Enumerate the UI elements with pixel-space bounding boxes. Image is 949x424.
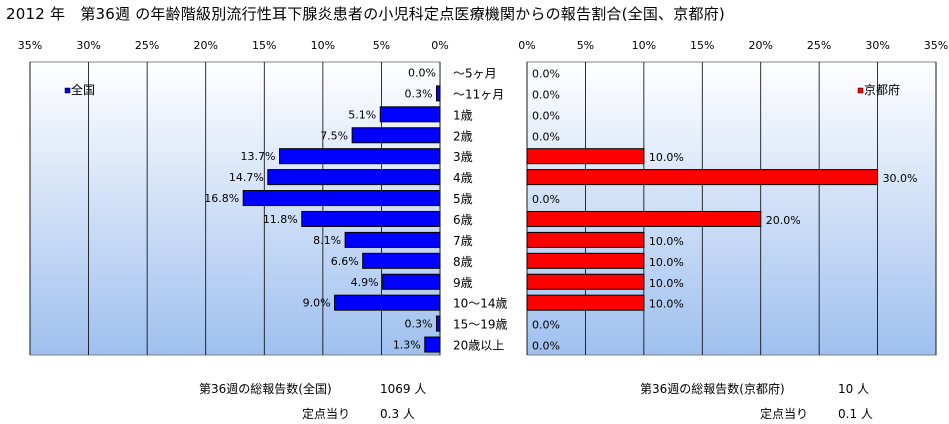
national-bar xyxy=(435,315,441,332)
category-label: ～11ヶ月 xyxy=(453,87,504,101)
kyoto-bar xyxy=(526,210,762,227)
kyoto-total-label: 第36週の総報告数(京都府) xyxy=(640,382,785,396)
national-bar xyxy=(424,336,441,353)
category-label: 4歳 xyxy=(453,171,473,185)
kyoto-plot-background xyxy=(526,61,937,356)
national-per-label: 定点当り xyxy=(302,407,351,421)
national-total-value: 1069 人 xyxy=(380,382,427,396)
kyoto-data-label: 0.0% xyxy=(532,109,560,122)
kyoto-x-tick-label: 35% xyxy=(924,39,948,52)
national-x-tick-label: 10% xyxy=(311,39,335,52)
kyoto-per-value: 0.1 人 xyxy=(838,407,873,421)
kyoto-x-tick-label: 30% xyxy=(865,39,889,52)
national-per-value: 0.3 人 xyxy=(380,407,415,421)
national-data-label: 0.3% xyxy=(405,87,433,100)
kyoto-data-label: 0.0% xyxy=(532,193,560,206)
national-data-label: 1.3% xyxy=(393,339,421,352)
national-data-label: 0.3% xyxy=(405,318,433,331)
national-x-tick-label: 0% xyxy=(431,39,448,52)
category-label: 15～19歳 xyxy=(453,318,508,332)
kyoto-data-label: 10.0% xyxy=(649,277,684,290)
kyoto-data-label: 10.0% xyxy=(649,298,684,311)
national-data-label: 5.1% xyxy=(348,108,376,121)
national-plot: 35% 30% 25% 20% 15% 10% 5% 0% 0.0% 0.3% 5.1%7.5% 13… xyxy=(18,39,449,356)
category-labels: ～5ヶ月 ～11ヶ月 1歳 2歳 3歳 4歳 5歳 6歳 7歳 8歳 9歳 10～14歳 15～19歳 2… xyxy=(453,66,508,352)
kyoto-x-tick-label: 5% xyxy=(577,39,594,52)
national-bar xyxy=(362,252,441,269)
category-label: 3歳 xyxy=(453,150,473,164)
kyoto-data-label: 10.0% xyxy=(649,235,684,248)
kyoto-data-label: 0.0% xyxy=(532,130,560,143)
kyoto-legend-label: 京都府 xyxy=(864,82,900,97)
kyoto-bar xyxy=(526,294,645,311)
national-bar xyxy=(301,210,441,227)
kyoto-x-tick-label: 20% xyxy=(748,39,772,52)
national-data-label: 14.7% xyxy=(229,171,264,184)
national-data-label: 0.0% xyxy=(408,66,436,79)
national-x-tick-label: 20% xyxy=(193,39,217,52)
national-x-tick-label: 5% xyxy=(373,39,390,52)
category-label: 1歳 xyxy=(453,108,473,122)
category-label: 5歳 xyxy=(453,192,473,206)
chart-title: 2012 年 第36週 の年齢階級別流行性耳下腺炎患者の小児科定点医療機関からの… xyxy=(6,5,725,23)
kyoto-bar xyxy=(526,252,645,269)
national-data-label: 11.8% xyxy=(263,213,298,226)
category-label: 8歳 xyxy=(453,255,473,269)
kyoto-data-label: 30.0% xyxy=(883,172,918,185)
national-data-label: 7.5% xyxy=(320,129,348,142)
national-data-label: 6.6% xyxy=(331,255,359,268)
kyoto-x-tick-label: 15% xyxy=(690,39,714,52)
kyoto-data-label: 20.0% xyxy=(766,214,801,227)
category-label: 10～14歳 xyxy=(453,297,508,311)
kyoto-data-label: 0.0% xyxy=(532,67,560,80)
national-data-label: 9.0% xyxy=(303,297,331,310)
national-bar xyxy=(334,294,441,311)
national-bar xyxy=(279,148,441,165)
national-x-tick-label: 25% xyxy=(135,39,159,52)
kyoto-x-tick-label: 10% xyxy=(632,39,656,52)
category-label: ～5ヶ月 xyxy=(453,66,497,80)
national-x-tick-label: 15% xyxy=(252,39,276,52)
kyoto-data-label: 10.0% xyxy=(649,256,684,269)
category-label: 9歳 xyxy=(453,276,473,290)
kyoto-data-label: 0.0% xyxy=(532,88,560,101)
kyoto-x-tick-label: 25% xyxy=(807,39,831,52)
national-legend-label: 全国 xyxy=(71,82,95,97)
kyoto-bar xyxy=(526,273,645,290)
national-bar xyxy=(382,273,441,290)
kyoto-total-value: 10 人 xyxy=(838,382,870,396)
national-plot-background xyxy=(29,61,441,356)
kyoto-x-tick-label: 0% xyxy=(518,39,535,52)
national-bar xyxy=(344,231,441,248)
national-bar xyxy=(435,85,441,102)
national-bar xyxy=(379,106,441,123)
national-data-label: 8.1% xyxy=(313,234,341,247)
national-data-label: 13.7% xyxy=(241,150,276,163)
national-data-label: 4.9% xyxy=(351,276,379,289)
kyoto-bar xyxy=(526,148,645,165)
kyoto-data-label: 0.0% xyxy=(532,319,560,332)
national-data-label: 16.8% xyxy=(204,192,239,205)
category-label: 7歳 xyxy=(453,234,473,248)
category-label: 20歳以上 xyxy=(453,339,504,353)
kyoto-per-label: 定点当り xyxy=(760,407,809,421)
kyoto-bar xyxy=(526,169,879,186)
national-bar xyxy=(242,190,441,207)
kyoto-legend-swatch xyxy=(857,87,864,94)
national-bar xyxy=(351,127,441,144)
category-label: 2歳 xyxy=(453,129,473,143)
national-legend-swatch xyxy=(64,87,71,94)
category-label: 6歳 xyxy=(453,213,473,227)
national-total-label: 第36週の総報告数(全国) xyxy=(199,382,332,396)
national-x-tick-label: 35% xyxy=(18,39,42,52)
national-bar xyxy=(267,169,441,186)
kyoto-plot: 0% 5% 10% 15% 20% 25% 30% 35% 0.0% 0.0% 0.0% 0.0% 10… xyxy=(518,39,948,356)
kyoto-data-label: 10.0% xyxy=(649,151,684,164)
kyoto-data-label: 0.0% xyxy=(532,340,560,353)
kyoto-bar xyxy=(526,231,645,248)
national-x-tick-label: 30% xyxy=(76,39,100,52)
